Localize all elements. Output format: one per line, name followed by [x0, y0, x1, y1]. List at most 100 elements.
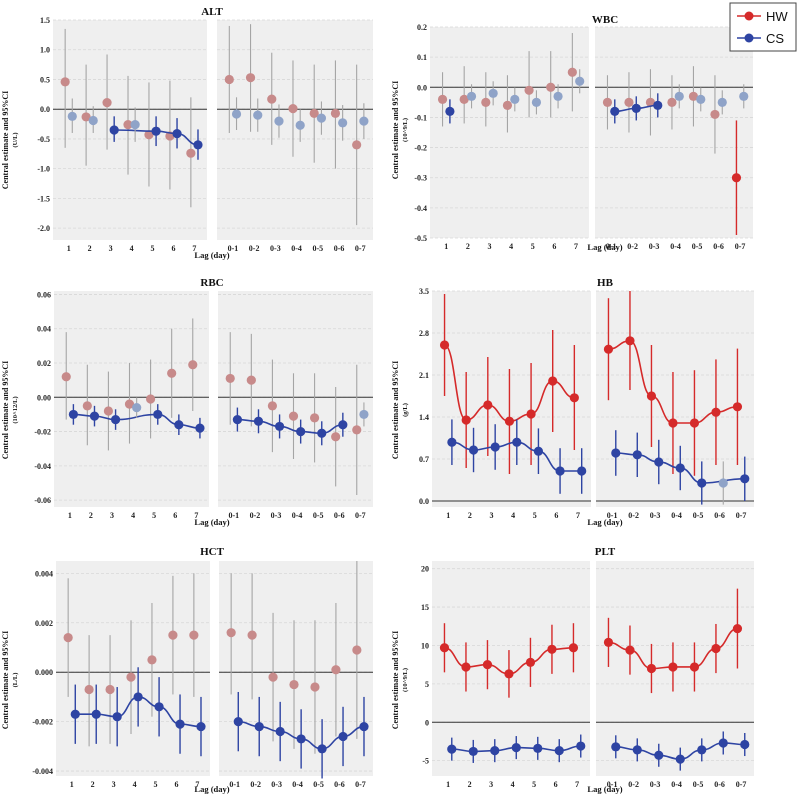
y-axis-unit-hct: (L/L) — [12, 673, 19, 688]
point-cs — [359, 409, 369, 420]
point-cs — [631, 103, 641, 113]
point-cs — [468, 746, 478, 757]
point-hw — [225, 373, 235, 384]
point-cs — [575, 76, 585, 86]
y-axis-unit-hb: (g/L) — [402, 403, 409, 417]
x-tick-label: 0-4 — [671, 780, 682, 789]
point-cs — [447, 744, 457, 754]
panel-alt-2: 0-1 0-2 0-3 0-4 0-5 0-6 0-7 — [217, 19, 373, 253]
chart-rbc: RBC Central estimate and 95%CI (10^12/L) La… — [1, 277, 373, 527]
point-hw — [247, 630, 257, 640]
series-cs — [231, 97, 369, 142]
x-tick-label: 7 — [574, 242, 578, 251]
y-tick-label: 0.0 — [417, 83, 427, 92]
point-cs — [611, 448, 621, 458]
x-tick-label: 5 — [532, 780, 536, 789]
point-hw — [645, 97, 656, 107]
y-tick-label: 0 — [425, 718, 429, 727]
x-tick-label: 0-5 — [692, 242, 703, 251]
x-tick-label: 7 — [192, 244, 196, 253]
point-cs — [577, 466, 587, 476]
x-tick-label: 4 — [131, 511, 135, 520]
series-hw — [602, 66, 742, 235]
x-tick-label: 7 — [195, 780, 199, 789]
point-hw — [547, 644, 557, 654]
point-hw — [732, 402, 743, 412]
point-cs — [740, 739, 750, 750]
series-cs — [68, 397, 205, 439]
y-tick-label: 0.06 — [37, 290, 51, 299]
series-hw — [61, 318, 198, 451]
point-cs — [555, 466, 565, 476]
series-hw — [225, 332, 362, 495]
x-tick-label: 6 — [554, 780, 558, 789]
point-cs — [718, 478, 728, 488]
panel-plt-2: 0-1 0-2 0-3 0-4 0-5 0-6 0-7 — [596, 561, 754, 789]
y-tick-label: 1.4 — [419, 413, 429, 422]
y-tick-label: 0.004 — [35, 569, 53, 578]
x-tick-label: 2 — [91, 780, 95, 789]
point-cs — [632, 745, 642, 755]
x-tick-label: 2 — [89, 511, 93, 520]
point-hw — [246, 375, 256, 385]
x-tick-label: 3 — [489, 511, 493, 520]
point-cs — [653, 100, 663, 110]
legend-marker-hw — [744, 11, 754, 21]
x-tick-label: 1 — [70, 780, 74, 789]
y-tick-label: -0.4 — [414, 204, 427, 213]
y-tick-label: 2.8 — [419, 329, 429, 338]
point-cs — [317, 428, 327, 438]
point-hw — [102, 98, 112, 108]
series-cs — [447, 734, 586, 763]
x-tick-label: 6 — [173, 511, 177, 520]
chart-hct: HCT Central estimate and 95%CI (L/L) Lag (d… — [1, 546, 373, 794]
series-cs — [70, 667, 206, 757]
point-hw — [710, 109, 720, 120]
x-tick-label: 0-1 — [229, 780, 240, 789]
y-axis-title-rbc: Central estimate and 95%CI — [1, 361, 10, 459]
point-cs — [697, 478, 707, 488]
x-tick-label: 0-5 — [313, 780, 324, 789]
point-hw — [226, 628, 236, 638]
panel-rbc-2: 0-1 0-2 0-3 0-4 0-5 0-6 0-7 — [218, 291, 373, 520]
point-cs — [109, 125, 119, 135]
point-hw — [168, 630, 178, 640]
y-tick-label: 0.002 — [35, 619, 53, 628]
y-axis-title-hb: Central estimate and 95%CI — [391, 361, 400, 459]
x-tick-label: 0-3 — [270, 244, 281, 253]
point-hw — [525, 657, 536, 667]
point-cs — [231, 109, 242, 119]
point-cs — [130, 120, 140, 130]
x-tick-label: 4 — [511, 780, 515, 789]
point-cs — [338, 420, 348, 430]
point-cs — [174, 420, 184, 430]
series-cs — [232, 402, 369, 446]
y-tick-label: -0.002 — [32, 718, 53, 727]
point-cs — [675, 754, 685, 764]
point-cs — [274, 116, 284, 126]
chart-title-rbc: RBC — [200, 277, 223, 289]
point-cs — [296, 426, 306, 437]
point-cs — [654, 457, 664, 467]
point-cs — [531, 97, 542, 107]
point-hw — [732, 623, 743, 634]
y-tick-label: -0.5 — [414, 234, 427, 243]
point-hw — [289, 679, 299, 690]
series-hw — [603, 588, 743, 694]
y-axis-unit-rbc: (10^12/L) — [12, 396, 19, 423]
y-tick-label: 0.2 — [417, 23, 427, 32]
point-cs — [554, 746, 564, 756]
x-tick-label: 6 — [174, 780, 178, 789]
panel-hb-2: 0-1 0-2 0-3 0-4 0-5 0-6 0-7 — [596, 290, 754, 520]
x-tick-label: 0-7 — [355, 780, 366, 789]
y-axis-unit-wbc: (10^9/L) — [402, 118, 409, 142]
point-cs — [533, 446, 544, 456]
series-cs — [611, 731, 750, 771]
point-hw — [688, 91, 699, 101]
point-hw — [352, 140, 362, 150]
panel-background — [54, 291, 209, 507]
point-cs — [447, 437, 457, 447]
point-hw — [267, 401, 278, 411]
point-hw — [603, 637, 614, 647]
x-tick-label: 2 — [468, 511, 472, 520]
